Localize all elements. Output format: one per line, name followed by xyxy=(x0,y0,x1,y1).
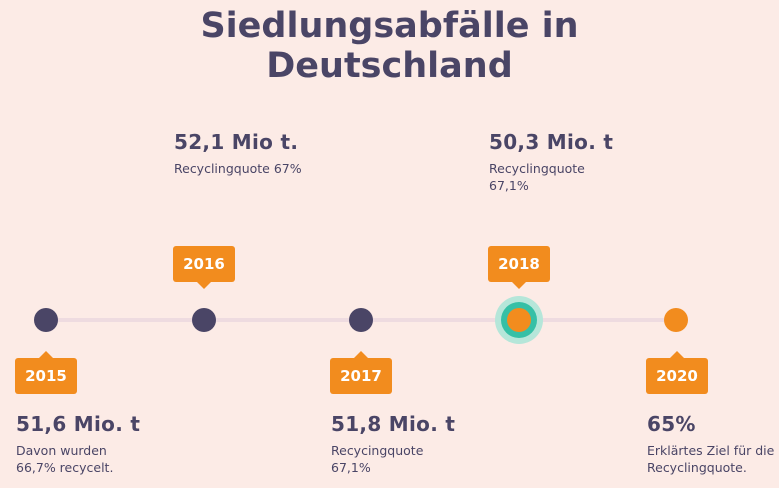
milestone-note: Recyclingquote 67,1% xyxy=(489,161,585,193)
title-line-1: Siedlungsabfälle in xyxy=(200,6,579,46)
milestone-note: Davon wurden 66,7% recycelt. xyxy=(16,443,114,475)
year-tag-2017[interactable]: 2017 xyxy=(330,351,392,394)
milestone-value: 50,3 Mio. t xyxy=(489,130,614,154)
year-tag-2020[interactable]: 2020 xyxy=(646,351,708,394)
year-tag-2015[interactable]: 2015 xyxy=(15,351,77,394)
year-tag-2018[interactable]: 2018 xyxy=(488,246,550,289)
milestone-dot-2015[interactable] xyxy=(34,308,58,332)
milestone-value: 65% xyxy=(647,412,696,436)
milestone-value: 51,8 Mio. t xyxy=(331,412,456,436)
milestone-card-2018: 50,3 Mio. t Recyclingquote 67,1% xyxy=(489,129,639,194)
milestone-card-2015: 51,6 Mio. t Davon wurden 66,7% recycelt. xyxy=(16,411,166,476)
milestone-dot-2020[interactable] xyxy=(664,308,688,332)
milestone-value: 52,1 Mio t. xyxy=(174,130,299,154)
milestone-dot-2018[interactable] xyxy=(507,308,531,332)
milestone-card-2020: 65% Erklärtes Ziel für die Recyclingquot… xyxy=(647,411,777,476)
title-line-2: Deutschland xyxy=(266,46,513,86)
milestone-dot-2016[interactable] xyxy=(192,308,216,332)
page-title: Siedlungsabfälle in Deutschland xyxy=(0,6,779,86)
milestone-card-2017: 51,8 Mio. t Recycingquote 67,1% xyxy=(331,411,481,476)
milestone-note: Recycingquote 67,1% xyxy=(331,443,424,475)
milestone-value: 51,6 Mio. t xyxy=(16,412,141,436)
milestone-note: Recyclingquote 67% xyxy=(174,161,302,176)
milestone-card-2016: 52,1 Mio t. Recyclingquote 67% xyxy=(174,129,354,177)
year-tag-2016[interactable]: 2016 xyxy=(173,246,235,289)
milestone-dot-2017[interactable] xyxy=(349,308,373,332)
milestone-note: Erklärtes Ziel für die Recyclingquote. xyxy=(647,443,775,475)
